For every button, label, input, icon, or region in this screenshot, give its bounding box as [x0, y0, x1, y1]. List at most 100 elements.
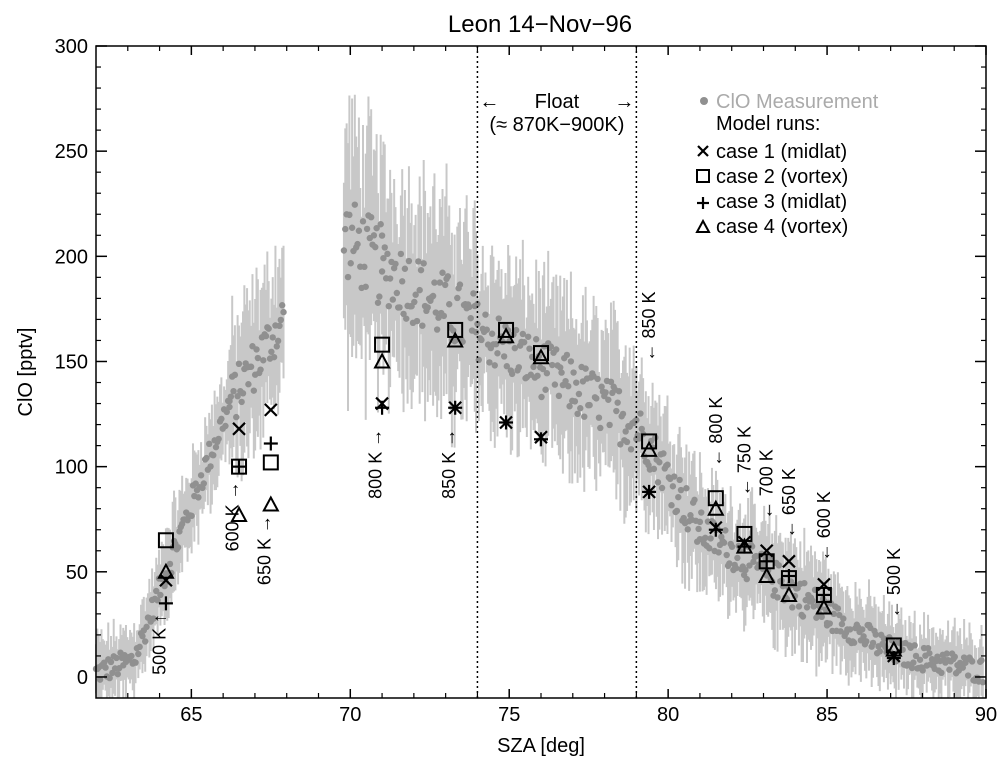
measurement-point — [446, 301, 453, 308]
measurement-point — [456, 281, 464, 288]
measurement-point — [441, 281, 449, 289]
measurement-point — [250, 387, 258, 394]
x-tick-label: 65 — [180, 704, 202, 726]
measurement-point — [262, 332, 270, 340]
measurement-point — [210, 451, 217, 459]
measurement-point — [750, 558, 757, 565]
measurement-point — [581, 413, 588, 420]
measurement-point — [615, 387, 623, 395]
measurement-point — [467, 314, 474, 322]
measurement-point — [728, 543, 736, 550]
measurement-point — [558, 369, 565, 376]
case2-marker — [374, 336, 391, 353]
legend-model-header: Model runs: — [716, 113, 821, 135]
case4-marker — [885, 640, 903, 657]
case3-marker — [642, 484, 657, 499]
legend-measurement-label: ClO Measurement — [716, 91, 879, 113]
measurement-point — [378, 232, 386, 239]
measurement-point — [623, 438, 631, 446]
measurement-point — [239, 390, 247, 397]
case3-marker — [708, 522, 723, 537]
measurement-point — [834, 605, 842, 612]
measurement-point — [838, 620, 846, 628]
legend-measurement-marker — [700, 97, 708, 105]
measurement-point — [351, 201, 359, 208]
case2-marker — [533, 345, 549, 362]
measurement-point — [577, 405, 584, 412]
measurement-point — [346, 211, 353, 219]
measurement-point — [951, 653, 958, 661]
measurement-point — [230, 387, 237, 395]
measurement-point — [910, 659, 917, 666]
measurement-point — [512, 326, 520, 334]
measurement-point — [354, 240, 361, 248]
measurement-point — [396, 304, 403, 311]
measurement-point — [474, 300, 481, 308]
case3-marker — [232, 459, 247, 474]
case2-marker — [707, 490, 724, 507]
measurement-point — [374, 299, 382, 306]
measurement-point — [789, 604, 796, 611]
measurement-point — [880, 635, 888, 642]
measurement-point — [483, 326, 490, 333]
measurement-point — [660, 450, 667, 457]
measurement-point — [542, 386, 549, 393]
case3-marker — [375, 400, 390, 415]
measurement-point — [979, 679, 987, 686]
case4-marker — [780, 585, 798, 602]
measurement-point — [500, 353, 508, 360]
measurement-point — [622, 428, 629, 435]
measurement-point — [720, 539, 728, 546]
measurement-point — [344, 273, 352, 281]
measurement-point — [212, 443, 220, 451]
measurement-point — [859, 626, 866, 633]
measurement-point — [488, 330, 496, 337]
measurement-point — [234, 393, 241, 400]
measurement-point — [280, 308, 287, 316]
measurement-point — [380, 254, 387, 262]
measurement-point — [926, 650, 933, 657]
measurement-point — [774, 594, 781, 601]
measurement-point — [637, 410, 644, 417]
measurement-point — [570, 369, 577, 376]
altitude-annotation: ← 500 K — [884, 548, 904, 618]
measurement-point — [367, 214, 375, 221]
case4-marker — [640, 440, 658, 457]
measurement-point — [726, 560, 733, 567]
measurement-point — [377, 221, 384, 228]
measurement-point — [538, 393, 545, 401]
measurement-point — [675, 493, 682, 501]
measurement-point — [943, 650, 950, 657]
measurement-point — [803, 604, 811, 611]
measurement-point — [166, 560, 174, 568]
measurement-point — [342, 225, 349, 233]
measurement-point — [260, 357, 267, 364]
measurement-point — [384, 250, 391, 258]
measurement-point — [619, 410, 627, 418]
altitude-annotation: 600 K → — [223, 481, 243, 551]
measurement-point — [837, 628, 844, 635]
measurement-point — [656, 459, 663, 466]
measurement-point — [605, 396, 612, 403]
measurement-point — [826, 620, 833, 627]
measurement-point — [370, 232, 378, 239]
measurement-point — [235, 360, 243, 368]
measurement-point — [658, 484, 666, 492]
measurement-point — [549, 361, 556, 369]
y-tick-label: 100 — [55, 457, 88, 479]
float-arrow-left: ← — [479, 91, 499, 113]
measurement-point — [676, 476, 683, 484]
altitude-annotation: ← 750 K — [734, 426, 754, 496]
measurement-point — [454, 294, 461, 302]
legend: ClO Measurement Model runs: case 1 (midl… — [695, 91, 879, 238]
measurement-point — [602, 389, 609, 396]
measurement-point — [247, 363, 255, 370]
measurement-point — [515, 364, 523, 371]
measurement-point — [348, 224, 356, 231]
altitude-annotation: 650 K → — [254, 515, 274, 585]
measurement-point — [702, 534, 709, 542]
measurement-point — [555, 392, 563, 400]
measurement-point — [273, 343, 280, 350]
measurement-point — [254, 354, 262, 362]
measurement-point — [359, 218, 367, 225]
